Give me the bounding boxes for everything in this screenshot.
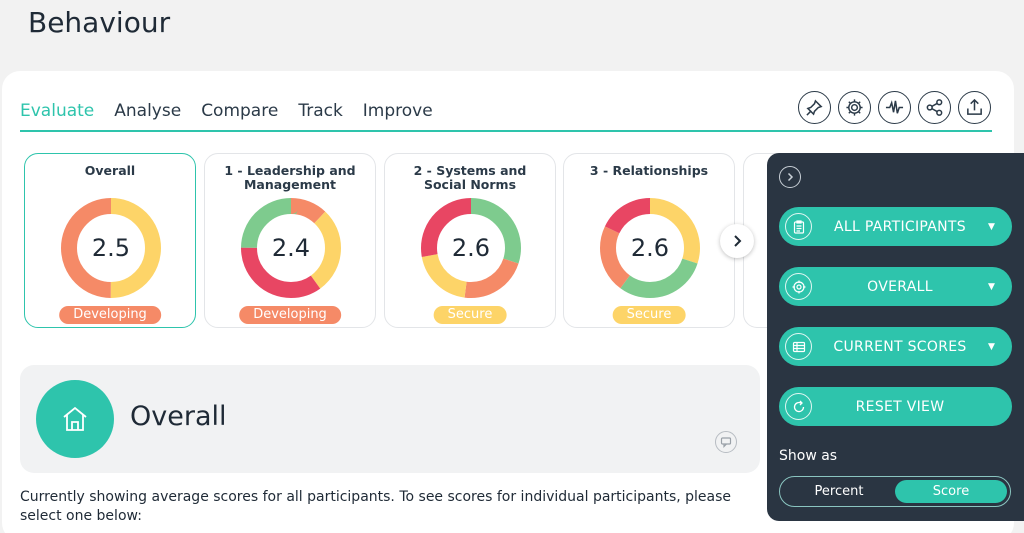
- donut-segment: [600, 198, 700, 298]
- collapse-panel-button[interactable]: [779, 166, 801, 188]
- show-as-label: Show as: [779, 448, 838, 464]
- display-mode-toggle: Percent Score: [779, 476, 1011, 507]
- caret-down-icon: ▼: [988, 341, 995, 352]
- tab-analyse[interactable]: Analyse: [114, 101, 182, 121]
- score-value: 2.6: [451, 234, 491, 262]
- tab-track[interactable]: Track: [298, 101, 343, 121]
- participants-label: ALL PARTICIPANTS: [834, 218, 966, 235]
- target-icon: [785, 273, 812, 300]
- status-badge: Secure: [612, 306, 686, 324]
- donut-chart: [421, 198, 521, 298]
- pin-button[interactable]: [798, 91, 831, 124]
- donut-chart: [61, 198, 161, 298]
- participants-dropdown[interactable]: ALL PARTICIPANTS ▼: [779, 207, 1012, 246]
- page-title: Behaviour: [28, 6, 171, 39]
- filter-panel: ALL PARTICIPANTS ▼ OVERALL ▼ CURRENT SCO…: [767, 153, 1024, 521]
- refresh-icon: [785, 393, 812, 420]
- score-card-title: 2 - Systems and Social Norms: [413, 163, 527, 192]
- reset-view-label: RESET VIEW: [855, 398, 945, 415]
- comment-icon[interactable]: [715, 431, 737, 453]
- toolbar: [798, 91, 991, 124]
- tab-compare[interactable]: Compare: [201, 101, 279, 121]
- scores-dropdown[interactable]: CURRENT SCORES ▼: [779, 327, 1012, 366]
- next-cards-button[interactable]: [720, 224, 754, 258]
- caret-down-icon: ▼: [988, 281, 995, 292]
- chevron-right-icon: [734, 235, 742, 247]
- overall-panel: Overall: [20, 365, 760, 473]
- donut-segment: [421, 198, 521, 298]
- score-card-title: Overall: [84, 163, 136, 178]
- donut-chart: [241, 198, 341, 298]
- score-card-relationships[interactable]: 3 - Relationships 2.6 Secure: [563, 153, 735, 328]
- tab-evaluate[interactable]: Evaluate: [20, 101, 95, 121]
- donut-segment: [61, 198, 161, 298]
- focus-label: OVERALL: [867, 278, 933, 295]
- pin-icon: [806, 99, 823, 116]
- export-button[interactable]: [958, 91, 991, 124]
- share-button[interactable]: [918, 91, 951, 124]
- activity-button[interactable]: [878, 91, 911, 124]
- donut-segment: [600, 198, 700, 298]
- overall-description: Currently showing average scores for all…: [20, 489, 732, 524]
- chevron-right-icon: [787, 172, 794, 182]
- donut-segment: [241, 198, 341, 298]
- score-card-leadership[interactable]: 1 - Leadership and Management 2.4 Develo…: [204, 153, 376, 328]
- overall-heading: Overall: [130, 401, 227, 432]
- score-value: 2.4: [271, 234, 311, 262]
- tab-bar: Evaluate Analyse Compare Track Improve: [20, 100, 433, 130]
- donut-segment: [241, 198, 341, 298]
- caret-down-icon: ▼: [988, 221, 995, 232]
- donut-segment: [600, 198, 700, 298]
- tab-improve[interactable]: Improve: [362, 101, 433, 121]
- donut-segment: [241, 198, 341, 298]
- focus-dropdown[interactable]: OVERALL ▼: [779, 267, 1012, 306]
- gear-icon: [846, 99, 863, 116]
- status-badge: Secure: [433, 306, 507, 324]
- score-card-title: 1 - Leadership and Management: [224, 163, 356, 192]
- donut-segment: [421, 198, 521, 298]
- toggle-score[interactable]: Score: [895, 480, 1007, 503]
- home-icon: [36, 380, 114, 458]
- table-icon: [785, 333, 812, 360]
- share-icon: [926, 99, 943, 116]
- score-card-overall[interactable]: Overall 2.5 Developing: [24, 153, 196, 328]
- toggle-percent[interactable]: Percent: [814, 484, 864, 499]
- reset-view-button[interactable]: RESET VIEW: [779, 387, 1012, 426]
- donut-chart: [600, 198, 700, 298]
- pulse-icon: [885, 100, 904, 114]
- score-value: 2.5: [91, 234, 131, 262]
- scores-label: CURRENT SCORES: [833, 338, 967, 355]
- status-badge: Developing: [59, 306, 161, 324]
- status-badge: Developing: [239, 306, 341, 324]
- settings-button[interactable]: [838, 91, 871, 124]
- score-card-systems[interactable]: 2 - Systems and Social Norms 2.6 Secure: [384, 153, 556, 328]
- score-card-title: 3 - Relationships: [589, 163, 709, 178]
- score-value: 2.6: [630, 234, 670, 262]
- clipboard-icon: [785, 213, 812, 240]
- upload-icon: [967, 98, 982, 115]
- tabs-divider: [20, 130, 992, 132]
